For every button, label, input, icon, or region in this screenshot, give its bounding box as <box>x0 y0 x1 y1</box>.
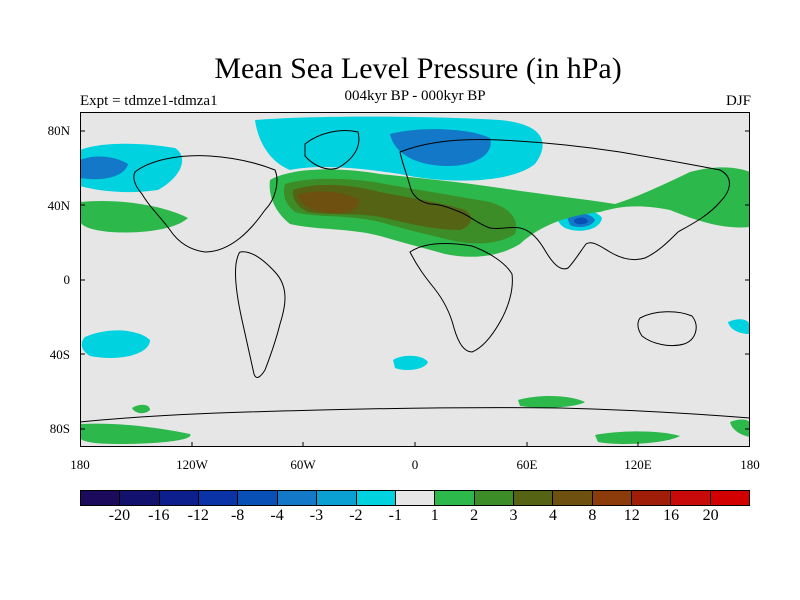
lon-label-120e: 120E <box>624 457 652 472</box>
colorbar-tick-label: 2 <box>470 507 479 524</box>
lat-label-0: 0 <box>63 272 71 287</box>
colorbar-tick-label: 1 <box>430 507 439 524</box>
southern-ocean-positive-green-2 <box>518 396 585 408</box>
chart-title: Mean Sea Level Pressure (in hPa) <box>214 52 622 85</box>
colorbar-swatch <box>632 491 672 505</box>
lon-label-0: 0 <box>411 457 419 472</box>
map-ticks <box>80 130 750 447</box>
lon-label-180w: 180 <box>70 457 90 472</box>
colorbar-swatch <box>159 491 200 505</box>
lat-label-80n: 80N <box>47 123 70 138</box>
colorbar-tick-label: -20 <box>108 507 131 524</box>
colorbar-swatch <box>395 491 436 505</box>
colorbar-tick-label: -12 <box>187 507 209 524</box>
arctic-negative-blue <box>390 129 491 166</box>
lat-label-40s: 40S <box>49 347 70 362</box>
colorbar-swatch <box>592 491 633 505</box>
arctic-negative-cyan-2 <box>80 143 183 193</box>
colorbar-swatch <box>317 491 357 505</box>
coastlines <box>80 130 750 423</box>
indian-negative-cyan <box>728 319 750 334</box>
colorbar-swatch <box>277 491 318 505</box>
arctic-negative-blue-2 <box>80 156 128 180</box>
atlantic-south-negative-cyan <box>393 355 428 370</box>
colorbar-tick-label: -3 <box>309 507 324 524</box>
lat-label-40n: 40N <box>47 198 70 213</box>
colorbar-tick-label: -1 <box>388 507 402 524</box>
colorbar-swatch <box>81 491 121 505</box>
colorbar-swatch <box>474 491 514 505</box>
colorbar-swatch <box>356 491 396 505</box>
colorbar-tick-label: 12 <box>623 507 640 524</box>
colorbar-tick-label: -8 <box>230 507 245 524</box>
southern-ocean-positive-green-3 <box>595 431 680 444</box>
lon-label-60e: 60E <box>516 457 538 472</box>
colorbar-swatch <box>199 491 239 505</box>
map-panel <box>80 112 750 447</box>
colorbar-tick-label: 16 <box>663 507 680 524</box>
southern-ocean-positive-green-5 <box>730 419 750 437</box>
colorbar-tick-label: 3 <box>509 507 518 524</box>
lon-label-120w: 120W <box>176 457 208 472</box>
pacific-west-positive-green <box>80 200 188 233</box>
colorbar-swatch <box>513 491 554 505</box>
chart-subtitle: 004kyr BP - 000kyr BP <box>344 88 486 104</box>
colorbar-swatch <box>671 491 711 505</box>
colorbar-tick-label: 20 <box>702 507 719 524</box>
southern-ocean-positive-green <box>80 423 191 444</box>
tibet-negative-darkblue <box>574 217 588 225</box>
season-label: DJF <box>725 93 751 109</box>
colorbar-tick-label: -2 <box>349 507 363 524</box>
colorbar-swatch <box>553 491 593 505</box>
colorbar-swatch <box>435 491 475 505</box>
colorbar-swatch <box>710 491 750 505</box>
southern-ocean-positive-green-4 <box>132 404 150 414</box>
colorbar-swatch <box>120 491 160 505</box>
colorbar-swatch <box>238 491 278 505</box>
colorbar-tick-label: -16 <box>148 507 170 524</box>
colorbar-tick-label: 4 <box>548 507 557 524</box>
colorbar-tick-label: -4 <box>270 507 284 524</box>
pacific-negative-cyan <box>81 330 150 359</box>
colorbar-tick-label: 8 <box>588 507 597 524</box>
lat-label-80s: 80S <box>49 421 70 436</box>
experiment-label: Expt = tdmze1-tdmza1 <box>80 93 218 109</box>
colorbar <box>80 490 750 506</box>
positive-brown-max <box>298 191 359 214</box>
lon-label-180e: 180 <box>740 457 760 472</box>
lon-label-60w: 60W <box>290 457 316 472</box>
